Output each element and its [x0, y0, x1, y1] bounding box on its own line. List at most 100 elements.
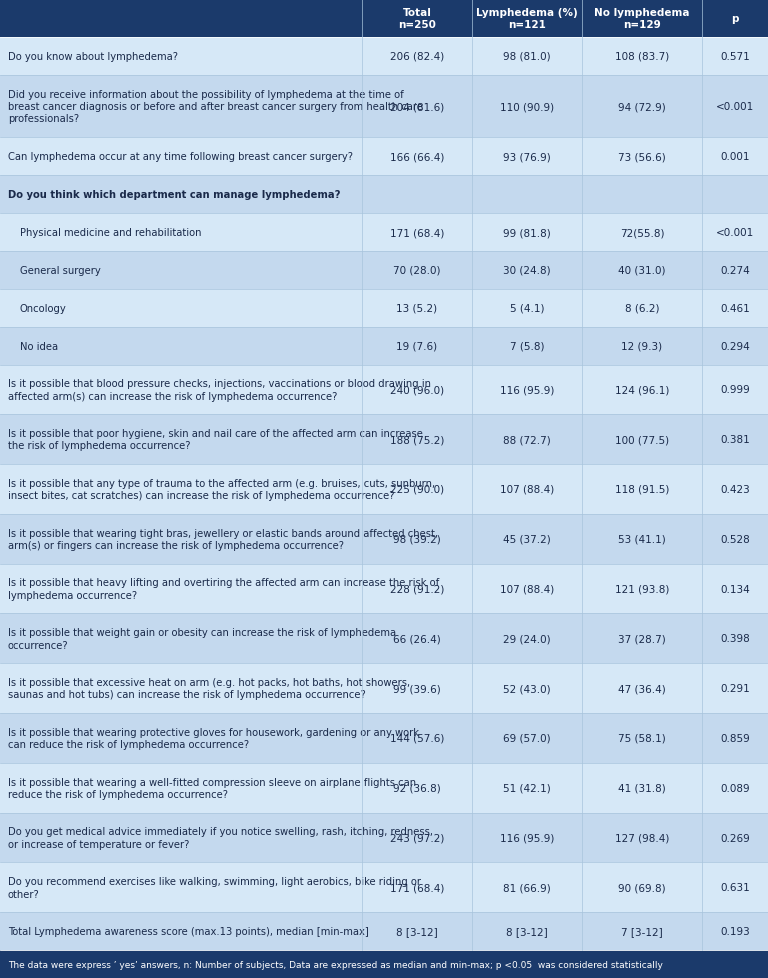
- Bar: [0, 763, 768, 813]
- Text: The data were express ’ yes’ answers, n: Number of subjects, Data are expressed : The data were express ’ yes’ answers, n:…: [8, 959, 663, 968]
- Text: 188 (75.2): 188 (75.2): [390, 435, 444, 445]
- Text: No idea: No idea: [20, 341, 58, 351]
- Text: Is it possible that weight gain or obesity can increase the risk of lymphedema
o: Is it possible that weight gain or obesi…: [8, 628, 396, 650]
- Text: Can lymphedema occur at any time following breast cancer surgery?: Can lymphedema occur at any time followi…: [8, 153, 353, 162]
- Text: 51 (42.1): 51 (42.1): [503, 783, 551, 793]
- Text: 121 (93.8): 121 (93.8): [615, 584, 669, 594]
- Text: Is it possible that wearing protective gloves for housework, gardening or any wo: Is it possible that wearing protective g…: [8, 727, 419, 749]
- Text: p: p: [731, 14, 739, 23]
- Text: 7 [3-12]: 7 [3-12]: [621, 926, 663, 936]
- Text: 92 (36.8): 92 (36.8): [393, 783, 441, 793]
- Text: 240 (96.0): 240 (96.0): [390, 385, 444, 395]
- Text: 108 (83.7): 108 (83.7): [615, 52, 669, 62]
- Text: 0.001: 0.001: [720, 153, 750, 162]
- Text: 66 (26.4): 66 (26.4): [393, 634, 441, 644]
- Text: 5 (4.1): 5 (4.1): [510, 303, 545, 313]
- Bar: [0, 951, 768, 978]
- Text: Oncology: Oncology: [20, 303, 67, 313]
- Text: Is it possible that heavy lifting and overtiring the affected arm can increase t: Is it possible that heavy lifting and ov…: [8, 578, 439, 600]
- Text: 171 (68.4): 171 (68.4): [390, 882, 444, 893]
- Text: 98 (81.0): 98 (81.0): [503, 52, 551, 62]
- Text: Lymphedema (%)
n=121: Lymphedema (%) n=121: [476, 8, 578, 30]
- Text: 73 (56.6): 73 (56.6): [618, 153, 666, 162]
- Text: 29 (24.0): 29 (24.0): [503, 634, 551, 644]
- Text: 228 (91.2): 228 (91.2): [390, 584, 444, 594]
- Text: 144 (57.6): 144 (57.6): [390, 734, 444, 743]
- Bar: [0, 564, 768, 614]
- Text: Total
n=250: Total n=250: [398, 8, 436, 30]
- Text: 94 (72.9): 94 (72.9): [618, 102, 666, 111]
- Bar: [0, 912, 768, 951]
- Text: 100 (77.5): 100 (77.5): [615, 435, 669, 445]
- Bar: [0, 813, 768, 863]
- Text: 0.089: 0.089: [720, 783, 750, 793]
- Text: 88 (72.7): 88 (72.7): [503, 435, 551, 445]
- Text: 0.193: 0.193: [720, 926, 750, 936]
- Text: 12 (9.3): 12 (9.3): [621, 341, 663, 351]
- Text: 0.423: 0.423: [720, 484, 750, 495]
- Text: 13 (5.2): 13 (5.2): [396, 303, 438, 313]
- Text: 7 (5.8): 7 (5.8): [510, 341, 545, 351]
- Text: 69 (57.0): 69 (57.0): [503, 734, 551, 743]
- Text: 0.294: 0.294: [720, 341, 750, 351]
- Text: 225 (90.0): 225 (90.0): [390, 484, 444, 495]
- Text: Is it possible that wearing tight bras, jewellery or elastic bands around affect: Is it possible that wearing tight bras, …: [8, 528, 438, 551]
- Text: 0.398: 0.398: [720, 634, 750, 644]
- Bar: [0, 0, 768, 38]
- Text: 0.381: 0.381: [720, 435, 750, 445]
- Text: Is it possible that wearing a well-fitted compression sleeve on airplane flights: Is it possible that wearing a well-fitte…: [8, 777, 416, 799]
- Text: 8 (6.2): 8 (6.2): [624, 303, 659, 313]
- Text: 93 (76.9): 93 (76.9): [503, 153, 551, 162]
- Bar: [0, 289, 768, 328]
- Text: 171 (68.4): 171 (68.4): [390, 228, 444, 238]
- Text: Do you get medical advice immediately if you notice swelling, rash, itching, red: Do you get medical advice immediately if…: [8, 826, 433, 849]
- Text: 72(55.8): 72(55.8): [620, 228, 664, 238]
- Bar: [0, 863, 768, 912]
- Text: 8 [3-12]: 8 [3-12]: [396, 926, 438, 936]
- Text: 0.631: 0.631: [720, 882, 750, 893]
- Text: 47 (36.4): 47 (36.4): [618, 684, 666, 693]
- Bar: [0, 664, 768, 713]
- Text: 206 (82.4): 206 (82.4): [390, 52, 444, 62]
- Text: 124 (96.1): 124 (96.1): [615, 385, 669, 395]
- Bar: [0, 713, 768, 763]
- Text: 37 (28.7): 37 (28.7): [618, 634, 666, 644]
- Text: Is it possible that blood pressure checks, injections, vaccinations or blood dra: Is it possible that blood pressure check…: [8, 378, 431, 401]
- Bar: [0, 38, 768, 75]
- Text: 0.528: 0.528: [720, 534, 750, 544]
- Text: Do you recommend exercises like walking, swimming, light aerobics, bike riding o: Do you recommend exercises like walking,…: [8, 876, 421, 899]
- Text: 107 (88.4): 107 (88.4): [500, 584, 554, 594]
- Text: General surgery: General surgery: [20, 266, 101, 276]
- Text: Is it possible that poor hygiene, skin and nail care of the affected arm can inc: Is it possible that poor hygiene, skin a…: [8, 428, 423, 451]
- Bar: [0, 251, 768, 289]
- Text: 30 (24.8): 30 (24.8): [503, 266, 551, 276]
- Text: 0.461: 0.461: [720, 303, 750, 313]
- Text: 0.269: 0.269: [720, 832, 750, 843]
- Text: 118 (91.5): 118 (91.5): [615, 484, 669, 495]
- Bar: [0, 75, 768, 138]
- Text: 70 (28.0): 70 (28.0): [393, 266, 441, 276]
- Text: <0.001: <0.001: [716, 228, 754, 238]
- Text: 98 (39.2): 98 (39.2): [393, 534, 441, 544]
- Text: Is it possible that any type of trauma to the affected arm (e.g. bruises, cuts, : Is it possible that any type of trauma t…: [8, 478, 435, 501]
- Bar: [0, 514, 768, 564]
- Text: 19 (7.6): 19 (7.6): [396, 341, 438, 351]
- Text: 0.291: 0.291: [720, 684, 750, 693]
- Text: 52 (43.0): 52 (43.0): [503, 684, 551, 693]
- Text: 243 (97.2): 243 (97.2): [390, 832, 444, 843]
- Text: 0.134: 0.134: [720, 584, 750, 594]
- Text: 116 (95.9): 116 (95.9): [500, 385, 554, 395]
- Text: No lymphedema
n=129: No lymphedema n=129: [594, 8, 690, 30]
- Text: 40 (31.0): 40 (31.0): [618, 266, 666, 276]
- Text: 0.859: 0.859: [720, 734, 750, 743]
- Text: 53 (41.1): 53 (41.1): [618, 534, 666, 544]
- Text: 204 (81.6): 204 (81.6): [390, 102, 444, 111]
- Text: 0.999: 0.999: [720, 385, 750, 395]
- Text: 8 [3-12]: 8 [3-12]: [506, 926, 548, 936]
- Bar: [0, 415, 768, 465]
- Text: 41 (31.8): 41 (31.8): [618, 783, 666, 793]
- Text: 0.274: 0.274: [720, 266, 750, 276]
- Text: Do you think which department can manage lymphedema?: Do you think which department can manage…: [8, 190, 340, 200]
- Text: <0.001: <0.001: [716, 102, 754, 111]
- Text: Is it possible that excessive heat on arm (e.g. hot packs, hot baths, hot shower: Is it possible that excessive heat on ar…: [8, 678, 410, 699]
